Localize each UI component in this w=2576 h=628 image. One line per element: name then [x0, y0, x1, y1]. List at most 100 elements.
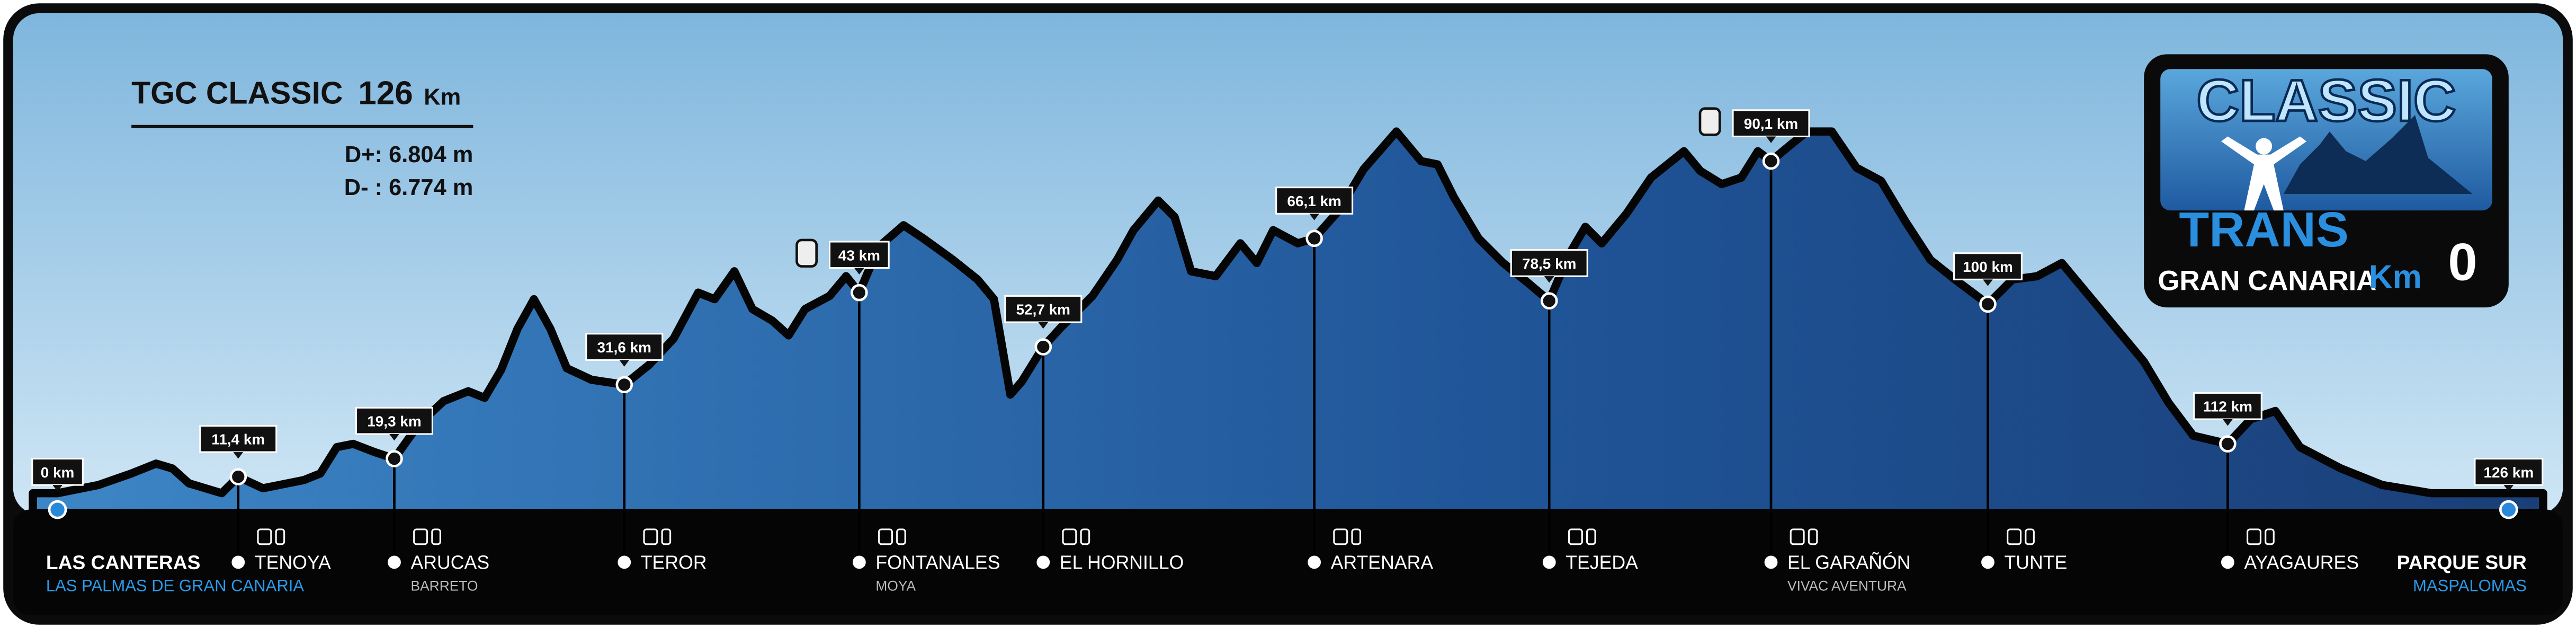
service-icon [2247, 528, 2261, 545]
name-dot [618, 555, 631, 569]
km-label: 66,1 km [1287, 193, 1341, 209]
service-icon [1333, 528, 1348, 545]
place-name: EL GARAÑÓN [1787, 552, 1910, 573]
place-name: EL HORNILLO [1060, 552, 1184, 573]
km-pointer [854, 268, 864, 275]
bag-icon [795, 238, 818, 268]
km-pointer [2503, 485, 2514, 492]
service-icon [431, 528, 441, 545]
marker [615, 376, 633, 394]
km-box [1732, 109, 1810, 138]
km-box [585, 333, 664, 361]
km-pointer [52, 485, 62, 492]
logo-island: GRAN CANARIA [2158, 265, 2376, 296]
km-box [355, 406, 434, 435]
title: TGC CLASSIC [131, 76, 343, 110]
km-pointer [233, 452, 244, 459]
bag-icon [1698, 107, 1721, 136]
name-dot [1542, 555, 1556, 569]
place-name: LAS CANTERAS [46, 551, 201, 573]
service-icon [1586, 528, 1596, 545]
service-icon [2025, 528, 2035, 545]
service-icon [878, 528, 893, 545]
name-dot [852, 555, 866, 569]
endpoint [48, 500, 67, 519]
km-label: 90,1 km [1744, 116, 1798, 132]
place-name: FONTANALES [875, 552, 1000, 573]
name-dot [231, 555, 245, 569]
name-dot [2221, 555, 2234, 569]
km-label: 112 km [2203, 399, 2252, 415]
place-name: TENOYA [255, 552, 331, 573]
km-label: 31,6 km [597, 339, 651, 356]
marker [851, 284, 868, 302]
name-dot [1036, 555, 1050, 569]
km-box [2193, 392, 2262, 420]
km-pointer [1038, 322, 1049, 329]
endpoint [2499, 500, 2518, 519]
marker [1540, 292, 1558, 309]
km-label: 11,4 km [211, 431, 265, 448]
service-icon [1080, 528, 1090, 545]
logo-zero: 0 [2448, 233, 2477, 292]
bottom-band [13, 509, 2563, 615]
place-name: ARTENARA [1331, 552, 1434, 573]
km-pointer [1766, 136, 1776, 143]
name-dot [1764, 555, 1778, 569]
km-pointer [1309, 214, 1319, 220]
km-label: 0 km [41, 464, 75, 481]
marker [1979, 295, 1997, 313]
logo-title: CLASSIC [2196, 67, 2456, 134]
km-pointer [1544, 276, 1554, 283]
km-box [1953, 252, 2023, 280]
place-name: ARUCAS [411, 552, 490, 573]
service-icon [1568, 528, 1583, 545]
logo-km: Km [2369, 259, 2422, 296]
service-icon [257, 528, 272, 545]
km-label: 52,7 km [1016, 302, 1070, 318]
km-box [31, 457, 84, 486]
km-pointer [1983, 279, 1993, 286]
km-pointer [2223, 419, 2233, 426]
distance-unit: Km [424, 85, 461, 110]
logo-mountain [2283, 115, 2473, 194]
place-name: AYAGAURES [2244, 552, 2359, 573]
km-box [1510, 249, 1588, 277]
km-box [828, 241, 890, 269]
distance: 126 [358, 75, 413, 111]
logo-runner [2221, 136, 2307, 211]
km-label: 78,5 km [1522, 255, 1576, 272]
elevation-loss: D- : 6.774 m [344, 175, 473, 200]
marker [229, 468, 247, 485]
km-pointer [389, 434, 399, 441]
marker [1305, 229, 1323, 247]
service-icon [1808, 528, 1818, 545]
header: TGC CLASSIC 126 Km D+: 6.804 m D- : 6.77… [131, 75, 473, 200]
elevation-gain: D+: 6.804 m [345, 142, 473, 167]
name-dot [388, 555, 401, 569]
place-sub: VIVAC AVENTURA [1787, 578, 1907, 594]
place-name: TEJEDA [1566, 552, 1638, 573]
km-box [199, 424, 278, 453]
service-icon [643, 528, 658, 545]
km-label: 126 km [2483, 464, 2534, 481]
checkpoints: 0 km LAS CANTERAS LAS PALMAS DE GRAN CANAR… [31, 107, 2544, 595]
place-name: TUNTE [2004, 552, 2067, 573]
km-label: 43 km [838, 247, 880, 263]
marker [1034, 338, 1052, 356]
name-dot [1308, 555, 1321, 569]
logo: CLASSIC TRANS GRAN CANARIA Km 0 [2144, 54, 2509, 308]
service-icon [2265, 528, 2275, 545]
service-icon [1062, 528, 1077, 545]
name-dot [1981, 555, 1994, 569]
service-icon [1790, 528, 1805, 545]
service-icon [896, 528, 906, 545]
place-name: PARQUE SUR [2397, 551, 2527, 573]
marker [2219, 435, 2237, 453]
marker [386, 450, 403, 467]
service-icon [1351, 528, 1362, 545]
place-sub: BARRETO [411, 578, 478, 594]
place-sub: LAS PALMAS DE GRAN CANARIA [46, 577, 305, 595]
place-sub: MOYA [875, 578, 916, 594]
